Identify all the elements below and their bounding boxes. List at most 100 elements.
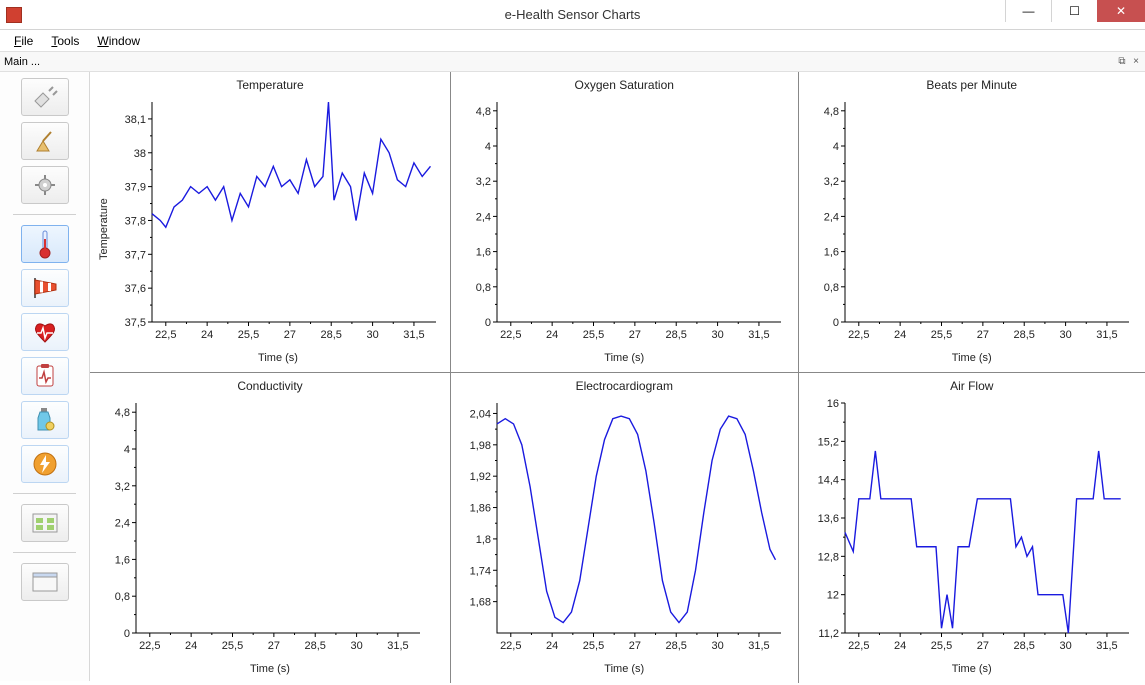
menu-file[interactable]: File: [6, 32, 41, 50]
bottle-button[interactable]: [21, 401, 69, 439]
svg-text:4,8: 4,8: [823, 106, 838, 118]
panel-close-icon[interactable]: ×: [1131, 57, 1141, 67]
menu-tools-rest: ools: [57, 34, 79, 48]
svg-text:37,7: 37,7: [125, 249, 146, 261]
chart-electrocardiogram: Electrocardiogram 1,681,741,81,861,921,9…: [450, 372, 798, 683]
window-controls: — ☐ ✕: [1005, 0, 1145, 22]
svg-text:4: 4: [124, 444, 130, 456]
svg-text:2,4: 2,4: [115, 518, 130, 530]
maximize-button[interactable]: ☐: [1051, 0, 1097, 22]
window-title: e-Health Sensor Charts: [505, 7, 641, 22]
svg-text:28,5: 28,5: [666, 640, 687, 652]
clipboard-button[interactable]: [21, 357, 69, 395]
menu-tools[interactable]: Tools: [43, 32, 87, 50]
svg-text:37,5: 37,5: [125, 317, 146, 329]
svg-text:1,6: 1,6: [115, 554, 130, 566]
svg-text:0: 0: [124, 628, 130, 640]
svg-text:4,8: 4,8: [115, 407, 130, 419]
svg-text:25,5: 25,5: [930, 329, 951, 341]
svg-text:27: 27: [629, 329, 641, 341]
chart-svg: 11,21212,813,614,415,21622,52425,52728,5…: [805, 395, 1137, 661]
svg-text:4,8: 4,8: [476, 106, 491, 118]
bolt-icon: [32, 451, 58, 477]
svg-text:31,5: 31,5: [387, 640, 408, 652]
svg-text:22,5: 22,5: [848, 329, 869, 341]
svg-text:28,5: 28,5: [1013, 640, 1034, 652]
gear-button[interactable]: [21, 166, 69, 204]
svg-text:31,5: 31,5: [748, 640, 769, 652]
panels-button[interactable]: [21, 504, 69, 542]
svg-text:37,8: 37,8: [125, 215, 146, 227]
sidebar-divider-3: [13, 552, 75, 553]
minimize-button[interactable]: —: [1005, 0, 1051, 22]
windsock-icon: [30, 276, 60, 300]
plug-icon: [31, 85, 59, 109]
heart-button[interactable]: [21, 313, 69, 351]
svg-text:1,6: 1,6: [823, 247, 838, 259]
chart-temperature: Temperature Temperature 37,537,637,737,8…: [90, 72, 450, 372]
svg-text:37,6: 37,6: [125, 283, 146, 295]
window-icon: [31, 571, 59, 593]
chart-title: Temperature: [96, 78, 444, 92]
svg-text:31,5: 31,5: [403, 329, 424, 341]
svg-text:22,5: 22,5: [155, 329, 176, 341]
svg-text:14,4: 14,4: [817, 475, 838, 487]
x-axis-label: Time (s): [805, 661, 1140, 675]
chart-title: Beats per Minute: [805, 78, 1140, 92]
charts-grid: Temperature Temperature 37,537,637,737,8…: [90, 72, 1145, 681]
chart-conductivity: Conductivity 00,81,62,43,244,822,52425,5…: [90, 372, 450, 683]
svg-text:31,5: 31,5: [1096, 329, 1117, 341]
thermometer-icon: [35, 229, 55, 259]
sidebar-divider-2: [13, 493, 75, 494]
svg-text:27: 27: [976, 640, 988, 652]
svg-text:1,8: 1,8: [476, 534, 491, 546]
plug-button[interactable]: [21, 78, 69, 116]
svg-text:28,5: 28,5: [1013, 329, 1034, 341]
svg-text:22,5: 22,5: [500, 640, 521, 652]
chart-svg: 00,81,62,43,244,822,52425,52728,53031,5: [457, 94, 789, 350]
svg-text:24: 24: [546, 329, 558, 341]
panel-float-icon[interactable]: ⧉: [1117, 57, 1127, 67]
svg-text:25,5: 25,5: [222, 640, 243, 652]
svg-text:4: 4: [485, 141, 491, 153]
svg-text:0: 0: [485, 317, 491, 329]
svg-text:30: 30: [1059, 640, 1071, 652]
svg-text:15,2: 15,2: [817, 436, 838, 448]
svg-text:2,04: 2,04: [470, 408, 491, 420]
close-button[interactable]: ✕: [1097, 0, 1145, 22]
workspace: Temperature Temperature 37,537,637,737,8…: [0, 72, 1145, 681]
chart-beats-per-minute: Beats per Minute 00,81,62,43,244,822,524…: [798, 72, 1145, 372]
chart-title: Electrocardiogram: [457, 379, 792, 393]
chart-oxygen-saturation: Oxygen Saturation 00,81,62,43,244,822,52…: [450, 72, 798, 372]
svg-text:30: 30: [711, 329, 723, 341]
svg-text:28,5: 28,5: [305, 640, 326, 652]
svg-text:13,6: 13,6: [817, 513, 838, 525]
svg-text:24: 24: [894, 640, 906, 652]
svg-text:27: 27: [268, 640, 280, 652]
svg-text:1,68: 1,68: [470, 597, 491, 609]
svg-text:25,5: 25,5: [583, 329, 604, 341]
panels-icon: [31, 512, 59, 534]
svg-text:1,74: 1,74: [470, 565, 491, 577]
chart-svg: 1,681,741,81,861,921,982,0422,52425,5272…: [457, 395, 789, 661]
svg-text:3,2: 3,2: [823, 176, 838, 188]
chart-title: Conductivity: [96, 379, 444, 393]
menu-window-rest: indow: [109, 34, 140, 48]
x-axis-label: Time (s): [457, 661, 792, 675]
gear-icon: [31, 173, 59, 197]
window-button[interactable]: [21, 563, 69, 601]
broom-button[interactable]: [21, 122, 69, 160]
svg-text:31,5: 31,5: [748, 329, 769, 341]
bolt-button[interactable]: [21, 445, 69, 483]
svg-text:27: 27: [976, 329, 988, 341]
windsock-button[interactable]: [21, 269, 69, 307]
svg-text:0: 0: [832, 317, 838, 329]
svg-text:30: 30: [366, 329, 378, 341]
svg-text:1,6: 1,6: [476, 247, 491, 259]
thermometer-button[interactable]: [21, 225, 69, 263]
svg-text:2,4: 2,4: [476, 211, 491, 223]
app-icon: [6, 7, 22, 23]
svg-text:30: 30: [350, 640, 362, 652]
svg-text:37,9: 37,9: [125, 182, 146, 194]
menu-window[interactable]: Window: [89, 32, 148, 50]
